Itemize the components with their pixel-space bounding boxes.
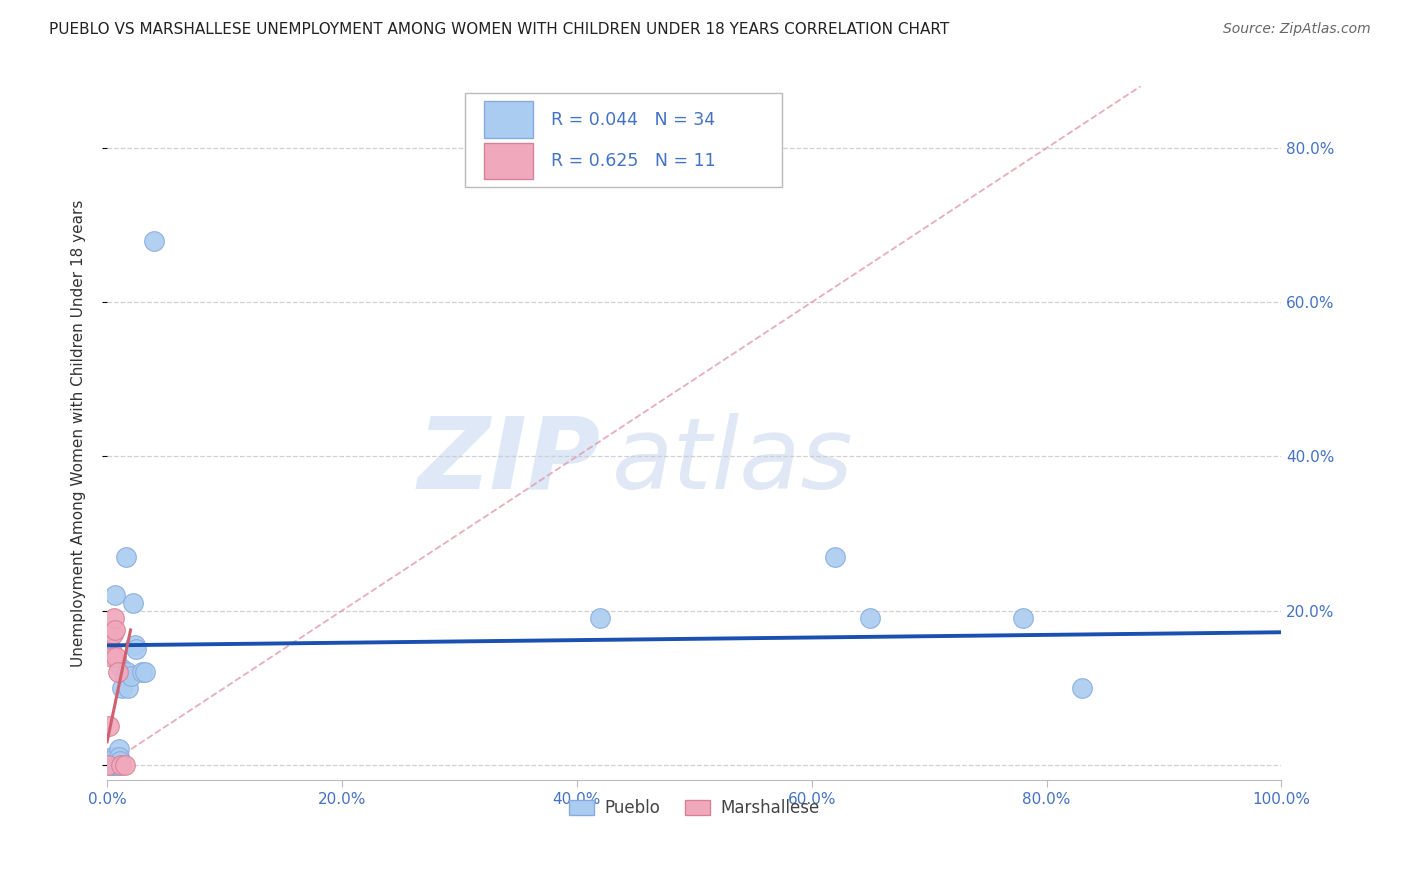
Point <box>124 639 146 653</box>
Legend: Pueblo, Marshallese: Pueblo, Marshallese <box>562 793 825 824</box>
Point <box>589 611 612 625</box>
Point <box>105 649 128 664</box>
Point <box>101 754 124 768</box>
Text: R = 0.044   N = 34: R = 0.044 N = 34 <box>551 111 716 128</box>
Point <box>125 642 148 657</box>
Point <box>107 757 129 772</box>
Point <box>122 596 145 610</box>
Point <box>110 661 132 675</box>
Point <box>114 757 136 772</box>
Y-axis label: Unemployment Among Women with Children Under 18 years: Unemployment Among Women with Children U… <box>72 200 86 667</box>
Point <box>117 681 139 695</box>
Text: ZIP: ZIP <box>418 413 600 509</box>
Point <box>859 611 882 625</box>
Point <box>104 588 127 602</box>
Point <box>98 754 121 768</box>
Point <box>108 742 131 756</box>
Point <box>114 669 136 683</box>
Text: Source: ZipAtlas.com: Source: ZipAtlas.com <box>1223 22 1371 37</box>
Point <box>110 757 132 772</box>
FancyBboxPatch shape <box>484 102 533 137</box>
Point <box>824 549 846 564</box>
Text: atlas: atlas <box>612 413 853 509</box>
Point <box>108 754 131 768</box>
Point <box>103 754 125 768</box>
Point <box>100 757 122 772</box>
Point <box>115 549 138 564</box>
Point <box>98 719 121 733</box>
Point <box>101 757 124 772</box>
Point <box>108 750 131 764</box>
Point <box>1070 681 1092 695</box>
Point <box>105 757 128 772</box>
FancyBboxPatch shape <box>465 94 782 187</box>
FancyBboxPatch shape <box>484 143 533 178</box>
Point <box>107 665 129 680</box>
Point <box>104 750 127 764</box>
Point <box>1012 611 1035 625</box>
Point <box>100 649 122 664</box>
Text: R = 0.625   N = 11: R = 0.625 N = 11 <box>551 152 716 169</box>
Point <box>134 665 156 680</box>
Point <box>115 665 138 680</box>
Point <box>100 757 122 772</box>
Point <box>111 681 134 695</box>
Point <box>104 623 127 637</box>
Point <box>131 665 153 680</box>
Point <box>100 750 122 764</box>
Point <box>100 754 122 768</box>
Point <box>101 627 124 641</box>
Text: PUEBLO VS MARSHALLESE UNEMPLOYMENT AMONG WOMEN WITH CHILDREN UNDER 18 YEARS CORR: PUEBLO VS MARSHALLESE UNEMPLOYMENT AMONG… <box>49 22 949 37</box>
Point <box>120 669 142 683</box>
Point <box>97 754 120 768</box>
Point <box>143 234 166 248</box>
Point <box>103 611 125 625</box>
Point <box>97 757 120 772</box>
Point <box>100 642 122 657</box>
